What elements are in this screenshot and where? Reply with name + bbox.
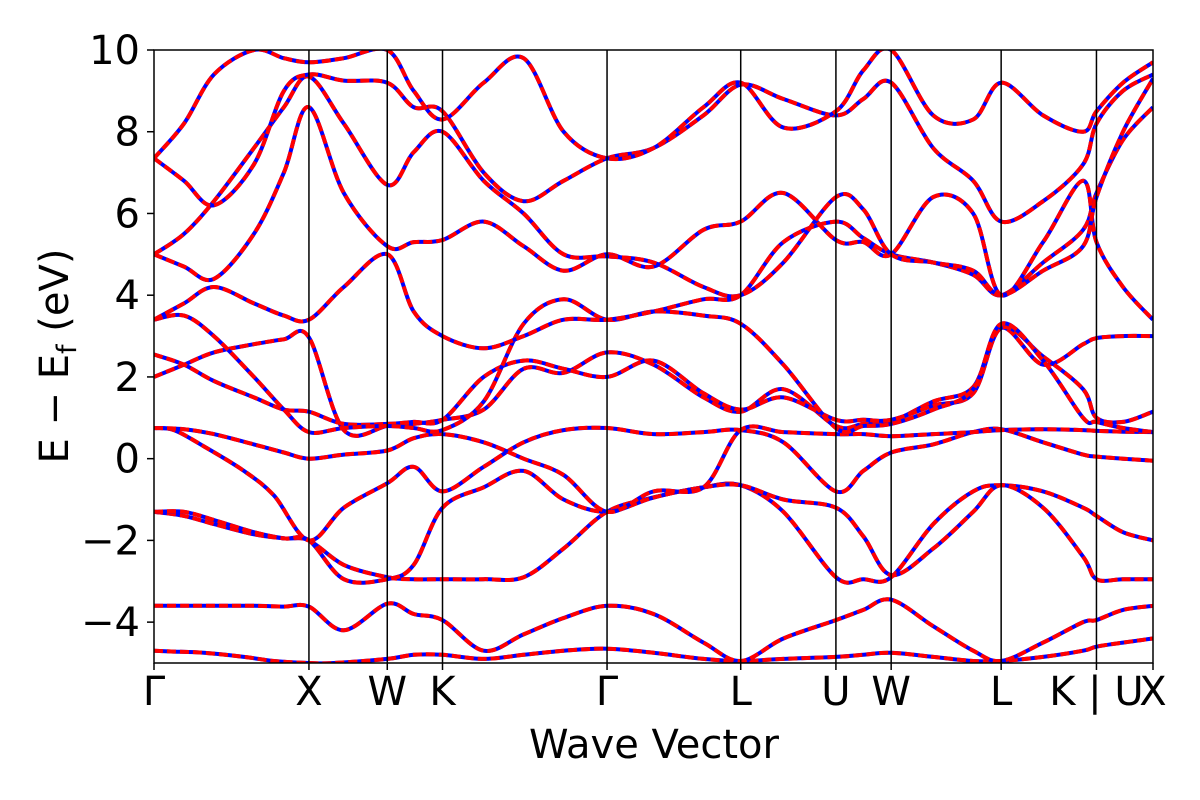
band-6-red xyxy=(154,325,1153,438)
x-tick-label-9: K | U xyxy=(1049,669,1143,715)
y-axis-label: E − Ef (eV) xyxy=(32,249,83,464)
band-13-red xyxy=(154,50,1153,162)
x-tick-label-3: K xyxy=(429,669,457,715)
y-tick-label-1: −2 xyxy=(81,518,140,564)
y-tick-label-3: 2 xyxy=(115,355,140,401)
band-1-red xyxy=(154,597,1153,663)
x-tick-label-1: X xyxy=(295,669,322,715)
x-tick-label-4: Γ xyxy=(596,669,619,715)
x-tick-label-0: Γ xyxy=(143,669,166,715)
y-tick-label-5: 6 xyxy=(115,191,140,237)
band-11-red xyxy=(154,74,1153,299)
y-tick-label-7: 10 xyxy=(89,28,140,74)
x-tick-label-8: L xyxy=(990,669,1013,715)
x-axis-label: Wave Vector xyxy=(529,722,780,768)
band-7-red xyxy=(154,324,1153,427)
band-13-blue xyxy=(154,50,1153,162)
kpoint-lines xyxy=(308,50,1098,663)
x-tick-label-5: L xyxy=(730,669,753,715)
band-12-red xyxy=(154,72,1153,225)
band-8-red xyxy=(154,297,1153,435)
y-axis-ticks: −4 −2 0 2 4 6 8 10 xyxy=(81,28,154,646)
band-3-blue xyxy=(154,468,1153,585)
x-tick-label-6: U xyxy=(821,669,850,715)
band-3-red xyxy=(154,468,1153,585)
y-axis-label-sub: f xyxy=(52,343,83,354)
x-tick-label-2: W xyxy=(367,669,407,715)
y-axis-label-main: E − E xyxy=(32,354,78,464)
y-tick-label-0: −4 xyxy=(81,600,140,646)
band-10-blue xyxy=(154,105,1153,322)
x-tick-label-10: X xyxy=(1139,669,1166,715)
band-6-blue xyxy=(154,325,1153,438)
band-9-blue xyxy=(154,105,1153,351)
y-tick-label-2: 0 xyxy=(115,437,140,483)
y-axis-label-unit: (eV) xyxy=(32,249,78,345)
y-tick-label-4: 4 xyxy=(115,273,140,319)
band-lines xyxy=(154,50,1153,663)
y-tick-label-6: 8 xyxy=(115,110,140,156)
plot-frame xyxy=(153,49,1154,664)
band-5-red xyxy=(154,424,1153,514)
band-10-red xyxy=(154,105,1153,322)
x-tick-label-7: W xyxy=(871,669,911,715)
